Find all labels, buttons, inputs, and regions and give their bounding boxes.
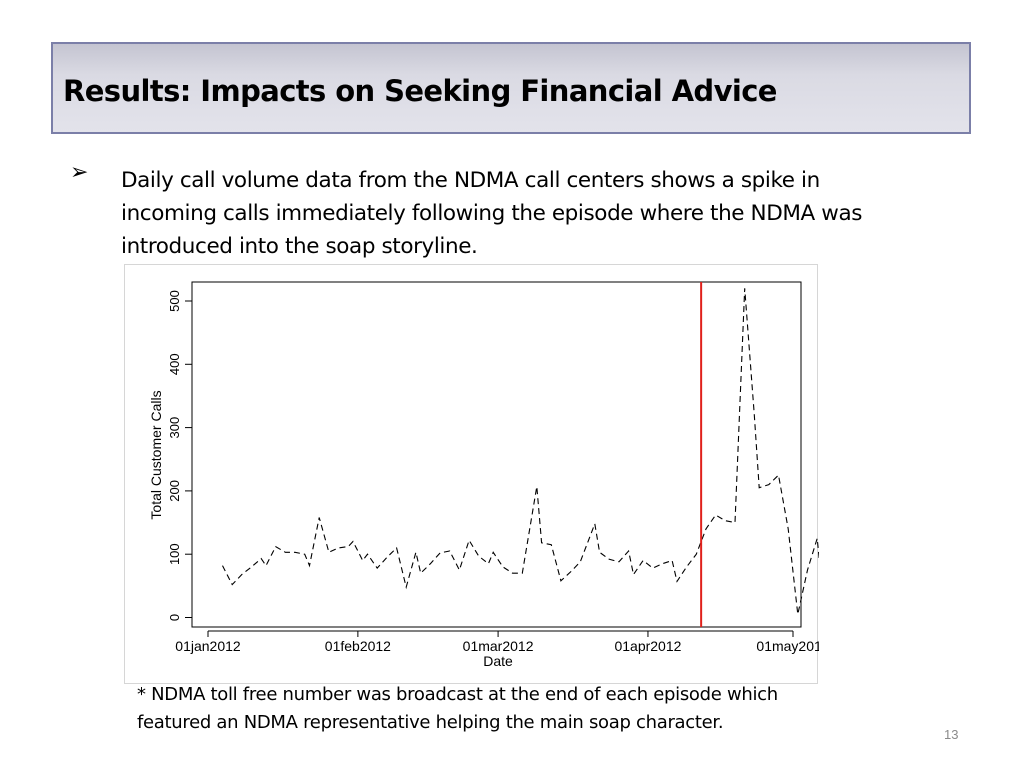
footnote-line-1: * NDMA toll free number was broadcast at… [137,684,778,705]
y-tick-label: 100 [167,543,182,565]
x-tick-label: 01may2012 [756,638,819,654]
x-axis-label: Date [483,653,513,669]
x-tick-label: 01jan2012 [175,638,241,654]
x-axis: 01jan2012 01feb2012 01mar2012 01apr2012 01ma… [175,630,819,654]
x-tick-label: 01mar2012 [463,638,534,654]
y-tick-label: 500 [167,290,182,312]
series-group [222,288,819,615]
slide-title: Results: Impacts on Seeking Financial Ad… [63,74,777,108]
x-tick-label: 01feb2012 [325,638,391,654]
bullet-arrow-icon: ➢ [70,160,89,185]
y-axis: 0 100 200 300 400 500 [167,290,192,621]
y-tick-label: 0 [167,614,182,621]
series-line [222,288,819,615]
line-chart: 0 100 200 300 400 500 01jan2012 01feb2012 01mar… [148,281,819,669]
y-tick-label: 300 [167,417,182,439]
title-banner: Results: Impacts on Seeking Financial Ad… [51,42,971,134]
chart-frame: 0 100 200 300 400 500 01jan2012 01feb2012 01mar… [124,264,819,684]
y-axis-label: Total Customer Calls [148,390,164,519]
x-tick-label: 01apr2012 [614,638,681,654]
y-tick-label: 200 [167,480,182,502]
y-tick-label: 400 [167,353,182,375]
plot-area [191,281,802,628]
footnote-line-2: featured an NDMA representative helping … [137,712,724,733]
page-number: 13 [944,727,959,742]
bullet-text: Daily call volume data from the NDMA cal… [121,168,863,259]
footnote: * NDMA toll free number was broadcast at… [137,681,937,737]
